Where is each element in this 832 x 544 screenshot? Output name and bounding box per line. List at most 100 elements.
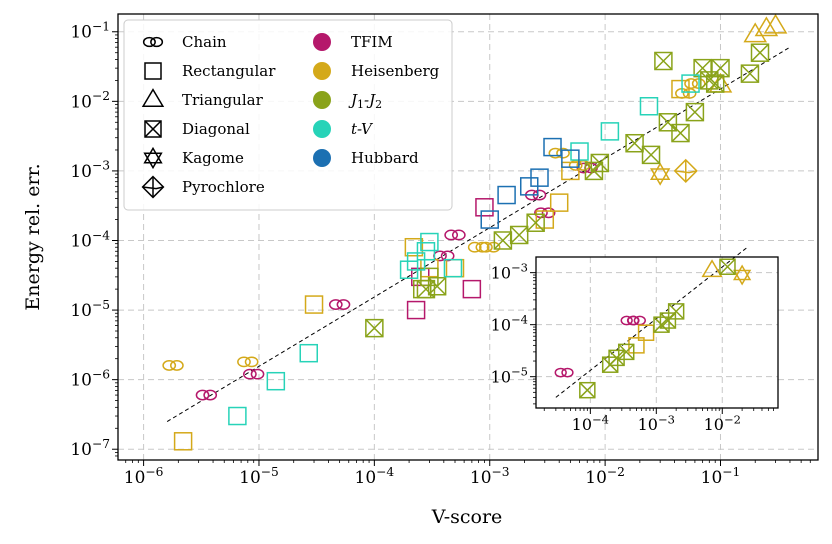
point-diagonal <box>685 102 705 122</box>
point-square <box>420 267 439 287</box>
point-square <box>173 432 193 451</box>
y-tick-label: 10−2 <box>70 89 110 112</box>
legend-model-label: J1-J2 <box>348 91 382 111</box>
inset-x-tick-label: 10−2 <box>704 412 741 434</box>
inset-point-diagonal <box>667 303 685 320</box>
point-square <box>304 295 324 314</box>
inset-point-diagonal <box>719 258 736 275</box>
point-square <box>600 122 620 141</box>
point-square <box>549 193 569 212</box>
legend-label-chain: Chain <box>182 33 227 51</box>
point-diagonal <box>625 133 644 153</box>
point-square <box>266 371 286 391</box>
y-tick-label: 10−3 <box>70 159 110 182</box>
point-diagonal <box>526 213 545 232</box>
legend-label-square: Rectangular <box>182 62 276 80</box>
point-diagonal <box>365 318 384 338</box>
point-square <box>530 168 549 187</box>
point-square <box>228 406 247 426</box>
y-tick-label: 10−1 <box>70 20 110 43</box>
inset-data-points <box>554 258 752 399</box>
inset-point-diagonal <box>579 381 596 399</box>
point-triangle <box>754 16 779 37</box>
point-square <box>420 232 439 252</box>
point-diagonal <box>693 58 712 78</box>
legend: Chain Rectangular Triangular Diagonal Kagome… <box>123 19 453 211</box>
legend-box <box>123 19 453 211</box>
point-square <box>671 79 690 99</box>
x-tick-label: 10−4 <box>355 465 395 488</box>
legend-color-dot <box>313 33 331 51</box>
x-tick-label: 10−1 <box>701 465 741 488</box>
inset-x-axis-ticks: 10−4 10−3 10−2 <box>543 408 774 434</box>
legend-label-diagonal: Diagonal <box>182 120 250 138</box>
x-axis-ticks: 10−6 10−5 10−4 10−3 10−2 10−1 <box>124 460 811 488</box>
legend-models: TFIM Heisenberg J1-J2 t-V Hubbard <box>313 33 440 167</box>
point-diagonal <box>705 74 725 93</box>
legend-color-dot <box>313 91 331 109</box>
point-diagonal <box>641 145 661 165</box>
point-square <box>561 161 580 181</box>
point-square <box>462 279 482 299</box>
point-square <box>406 252 426 271</box>
legend-model-label: Heisenberg <box>351 62 440 80</box>
inset-fit-line-path <box>555 245 749 398</box>
inset-point-diagonal <box>617 343 635 361</box>
legend-color-dot <box>313 62 331 80</box>
legend-label-triangle: Triangular <box>182 91 264 109</box>
y-tick-label: 10−5 <box>70 298 110 321</box>
y-tick-label: 10−4 <box>70 228 110 251</box>
inset-y-tick-label: 10−5 <box>491 365 528 387</box>
point-square <box>480 210 499 229</box>
inset-point-triangle <box>701 259 723 278</box>
legend-label-kagome: Kagome <box>182 149 244 167</box>
y-axis-label: Energy rel. err. <box>22 163 44 310</box>
point-diagonal <box>671 123 690 143</box>
legend-label-pyrochlore: Pyrochlore <box>182 178 265 196</box>
point-triangle <box>743 22 768 43</box>
x-tick-label: 10−3 <box>470 465 510 488</box>
x-tick-label: 10−2 <box>585 465 625 488</box>
x-tick-label: 10−6 <box>124 465 164 488</box>
x-tick-label: 10−5 <box>239 465 279 488</box>
point-chain <box>162 360 184 371</box>
inset-y-tick-label: 10−3 <box>491 261 528 283</box>
point-diagonal <box>711 58 730 78</box>
point-diagonal <box>509 225 529 245</box>
point-square <box>443 258 463 278</box>
point-square <box>412 279 432 299</box>
legend-shapes: Chain Rectangular Triangular Diagonal Kagome… <box>141 33 276 199</box>
point-square <box>543 137 562 157</box>
inset-point-chain <box>554 367 574 378</box>
legend-marker-diagonal <box>144 120 162 138</box>
point-chain <box>479 241 501 253</box>
point-square <box>561 149 580 168</box>
inset-point-square <box>628 337 645 354</box>
inset-y-axis-ticks: 10−5 10−4 10−3 <box>491 261 536 405</box>
legend-model-label: TFIM <box>351 33 393 51</box>
inset-point-kagome <box>732 264 752 286</box>
point-chain <box>243 368 265 380</box>
point-chain <box>328 299 351 310</box>
point-chain <box>675 87 697 99</box>
point-diagonal <box>740 64 760 83</box>
inset-y-tick-label: 10−4 <box>491 313 528 335</box>
point-chain <box>444 229 466 241</box>
plot-frame <box>117 13 819 461</box>
legend-color-dot <box>313 120 331 138</box>
point-square <box>681 74 700 93</box>
point-square <box>497 185 516 205</box>
legend-marker-square <box>144 62 162 80</box>
point-square <box>299 343 318 363</box>
point-diagonal <box>590 153 610 173</box>
point-diagonal <box>654 51 673 71</box>
y-tick-label: 10−7 <box>70 437 110 460</box>
legend-marker-pyrochlore <box>141 175 165 199</box>
point-triangle <box>763 13 788 34</box>
legend-model-label: t-V <box>351 120 374 138</box>
legend-marker-triangle <box>141 88 165 107</box>
point-chain <box>195 389 218 401</box>
point-chain <box>467 241 490 253</box>
point-square <box>406 300 426 320</box>
